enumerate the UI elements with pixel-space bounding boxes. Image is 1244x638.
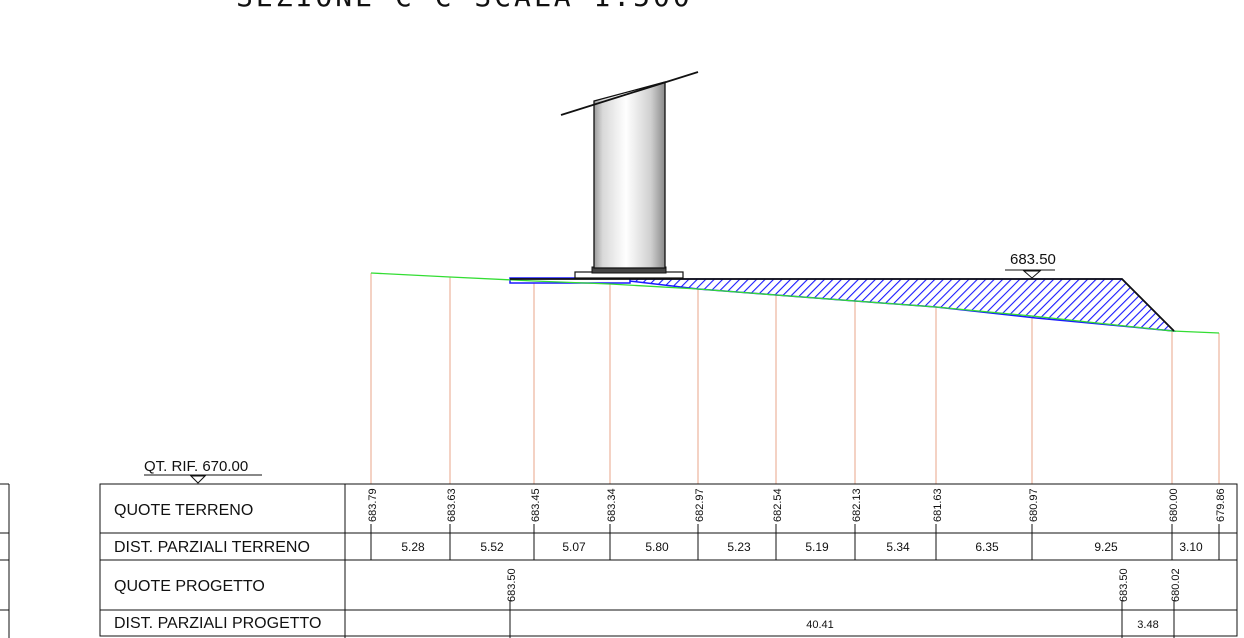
terrain-distance: 5.52 (480, 540, 504, 554)
design-level-marker: 683.50 (1005, 251, 1056, 279)
profile-data-table (99, 483, 1238, 638)
terrain-elevation: 680.97 (1028, 488, 1040, 522)
terrain-elevation: 682.54 (772, 488, 784, 522)
terrain-distance-ticks (370, 533, 1220, 560)
project-distance-values: 40.41 3.48 (806, 619, 1158, 631)
project-elevation: 683.50 (1118, 568, 1130, 602)
terrain-elevation-values: 683.79 683.63 683.45 683.34 682.97 682.5… (367, 488, 1227, 522)
terrain-elevation: 680.00 (1168, 488, 1180, 522)
terrain-distance: 5.80 (645, 540, 669, 554)
terrain-distance: 5.07 (562, 540, 586, 554)
terrain-elevation: 683.63 (446, 488, 458, 522)
terrain-elevation-ticks (370, 524, 1220, 533)
terrain-distance: 6.35 (975, 540, 999, 554)
project-distance: 3.48 (1137, 619, 1158, 631)
terrain-elevation: 682.97 (694, 488, 706, 522)
terrain-distance-values: 5.28 5.52 5.07 5.80 5.23 5.19 5.34 6.35 … (401, 540, 1203, 554)
silo-body (593, 81, 666, 269)
terrain-elevation: 679.86 (1215, 488, 1227, 522)
row-header-dist-terreno: DIST. PARZIALI TERRENO (114, 539, 310, 556)
reference-level-marker: QT. RIF. 670.00 (144, 458, 262, 484)
silo-roof-line (560, 71, 699, 116)
design-level-label: 683.50 (1010, 251, 1056, 268)
terrain-profile-line (370, 272, 1220, 334)
station-lines (370, 273, 1220, 484)
row-header-dist-progetto: DIST. PARZIALI PROGETTO (114, 615, 321, 632)
left-table-fragment (0, 483, 10, 638)
terrain-elevation: 683.34 (606, 488, 618, 522)
terrain-distance: 5.19 (805, 540, 829, 554)
fill-embankment-hatch (611, 278, 1177, 332)
silo-structure (560, 71, 699, 279)
terrain-elevation: 682.13 (851, 488, 863, 522)
terrain-elevation: 681.63 (932, 488, 944, 522)
terrain-distance: 5.34 (886, 540, 910, 554)
terrain-distance: 3.10 (1179, 540, 1203, 554)
row-header-quote-progetto: QUOTE PROGETTO (114, 578, 265, 595)
project-distance: 40.41 (806, 619, 834, 631)
terrain-distance: 9.25 (1094, 540, 1118, 554)
project-elevation: 683.50 (506, 568, 518, 602)
row-header-quote-terreno: QUOTE TERRENO (114, 502, 253, 519)
terrain-elevation: 683.45 (530, 488, 542, 522)
section-title: SEZIONE C-C SCALA 1:500 (236, 0, 693, 13)
project-ticks (509, 600, 1175, 638)
project-elevation-values: 683.50 683.50 680.02 (506, 568, 1182, 602)
project-elevation: 680.02 (1170, 568, 1182, 602)
terrain-elevation: 683.79 (367, 488, 379, 522)
reference-level-label: QT. RIF. 670.00 (144, 458, 248, 475)
design-profile-line (510, 278, 1175, 332)
terrain-distance: 5.28 (401, 540, 425, 554)
table-row-headers: QUOTE TERRENO DIST. PARZIALI TERRENO QUO… (114, 502, 321, 632)
terrain-distance: 5.23 (727, 540, 751, 554)
